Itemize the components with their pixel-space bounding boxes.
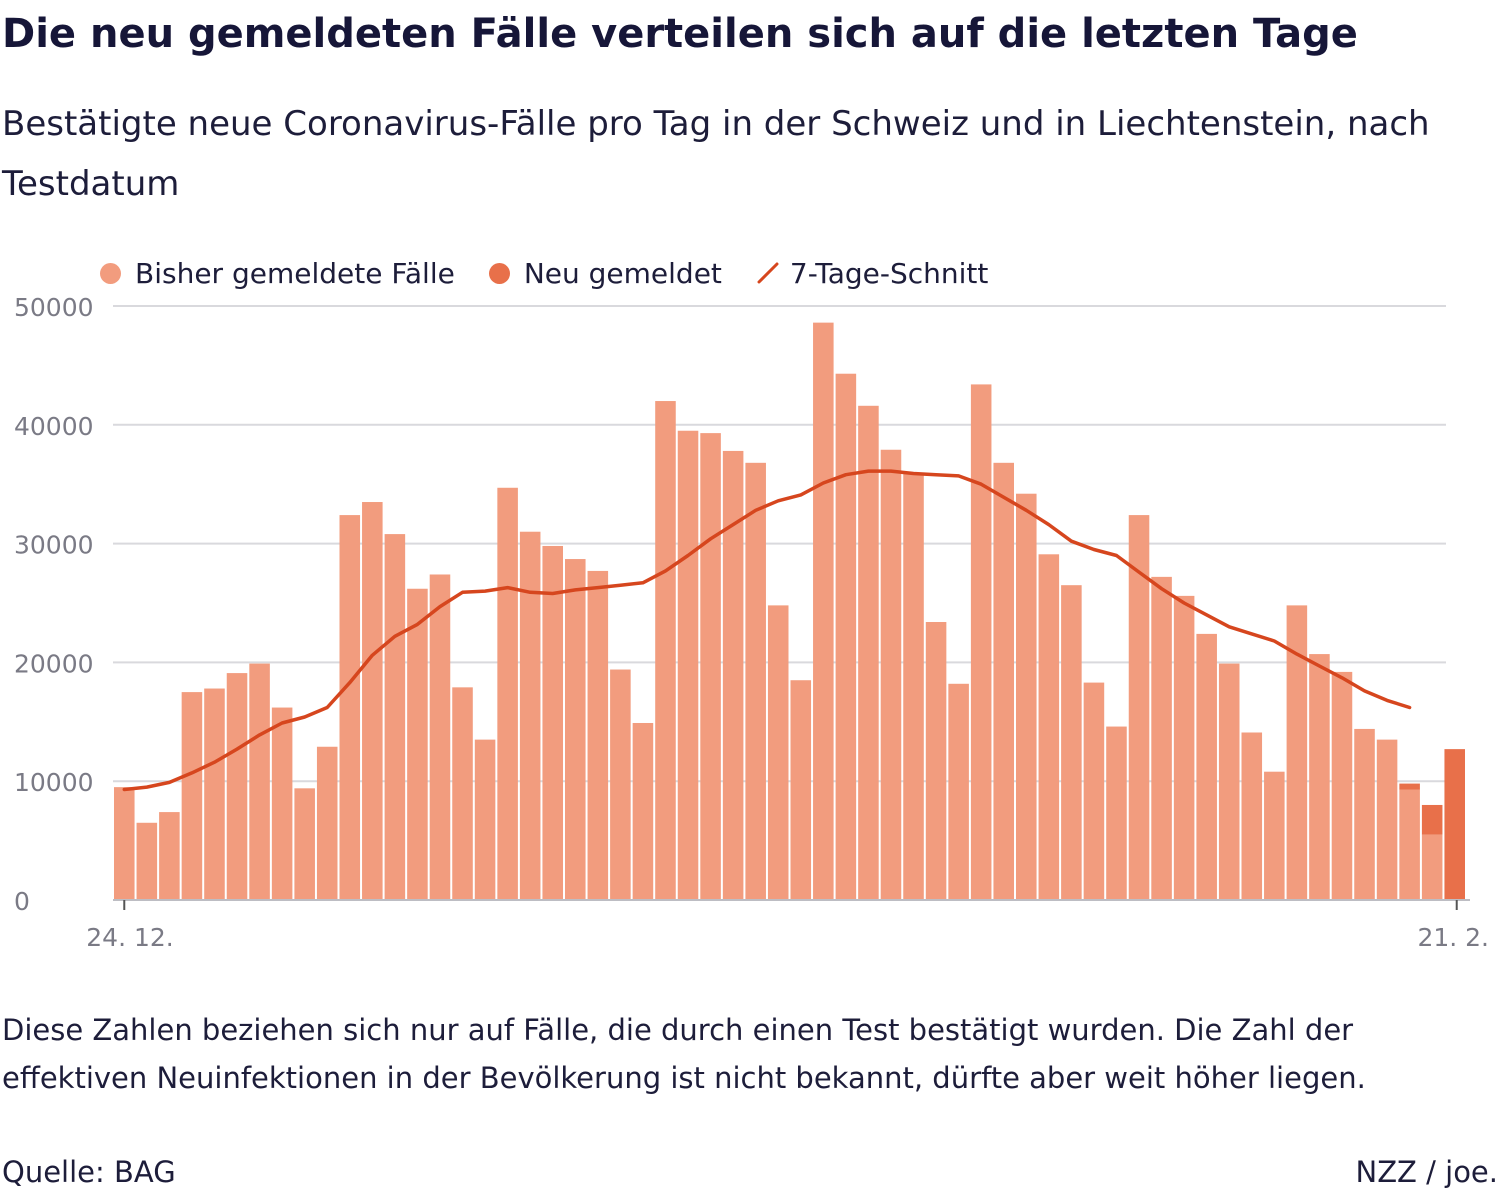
bar-reported: [1376, 739, 1398, 900]
bar-reported: [181, 692, 203, 900]
bar-reported: [204, 688, 225, 900]
bar-reported: [249, 663, 270, 900]
y-tick-label: 20000: [14, 649, 94, 678]
bar-reported: [542, 545, 563, 900]
bar-reported: [700, 433, 721, 900]
bar-reported: [271, 707, 293, 900]
bar-reported: [925, 622, 947, 900]
bar-reported: [474, 739, 496, 900]
bar-reported: [316, 746, 338, 900]
bar-reported: [1196, 633, 1217, 900]
bar-reported: [993, 462, 1014, 900]
bar-reported: [1173, 595, 1195, 900]
bar-reported: [1038, 554, 1060, 900]
bar-new: [1421, 804, 1443, 835]
credit-label: NZZ / joe.: [1355, 1155, 1499, 1189]
bar-reported: [565, 559, 586, 900]
bar-reported: [407, 588, 428, 900]
bar-reported: [948, 683, 969, 900]
bar-reported: [745, 462, 766, 900]
bar-reported: [497, 487, 518, 900]
bar-reported: [632, 722, 654, 900]
bar-reported: [136, 822, 158, 900]
bar-reported: [294, 788, 315, 900]
y-tick-label: 40000: [14, 412, 94, 441]
bar-reported: [767, 605, 789, 900]
bar-reported: [722, 450, 744, 900]
y-tick-label: 0: [14, 887, 30, 916]
x-tick-label-start: 24. 12.: [86, 923, 173, 952]
bar-reported: [1421, 834, 1443, 900]
bar-reported: [970, 384, 992, 901]
bar-reported: [1016, 493, 1037, 900]
bar-reported: [587, 570, 609, 900]
y-tick-label: 50000: [14, 293, 94, 322]
legend-label-new: Neu gemeldet: [523, 256, 722, 290]
bar-reported: [1061, 585, 1082, 900]
bar-reported: [1241, 732, 1263, 900]
bar-reported: [159, 812, 180, 900]
bar-reported: [1399, 789, 1420, 900]
bar-reported: [519, 531, 541, 900]
bar-reported: [677, 430, 699, 900]
bar-new: [1399, 783, 1420, 790]
reported-dot-icon: [100, 262, 121, 284]
bar-reported: [1286, 605, 1308, 900]
bar-reported: [813, 322, 834, 901]
x-tick-label-end: 21. 2.: [1417, 923, 1489, 952]
legend-label-avg: 7-Tage-Schnitt: [789, 256, 989, 290]
bar-reported: [1354, 728, 1375, 900]
bar-reported: [1218, 663, 1240, 900]
bar-reported: [1331, 671, 1353, 900]
bar-reported: [114, 787, 135, 900]
bar-reported: [339, 515, 361, 900]
y-tick-label: 10000: [14, 768, 94, 797]
y-tick-label: 30000: [14, 531, 94, 560]
bar-chart: 0 10000 20000 30000 40000 50000 24. 12. 21. 2.: [14, 293, 1489, 952]
bar-reported: [835, 373, 857, 900]
bar-reported: [1151, 576, 1172, 900]
bar-reported: [655, 401, 676, 900]
bar-reported: [452, 687, 473, 900]
bar-reported: [384, 534, 406, 900]
bar-reported: [790, 680, 812, 900]
bar-new: [1444, 749, 1465, 900]
legend: Bisher gemeldete Fälle Neu gemeldet 7-Ta…: [100, 252, 1022, 294]
legend-item-new: Neu gemeldet: [488, 256, 722, 290]
footnote: Diese Zahlen beziehen sich nur auf Fälle…: [2, 1013, 1366, 1095]
legend-item-reported: Bisher gemeldete Fälle: [100, 257, 455, 290]
bar-reported: [362, 502, 383, 900]
bar-reported: [226, 673, 248, 900]
bar-reported: [1106, 726, 1127, 900]
line-swatch-icon: [757, 262, 779, 284]
legend-label-reported: Bisher gemeldete Fälle: [135, 256, 455, 290]
bar-reported: [610, 669, 631, 900]
legend-item-avg: 7-Tage-Schnitt: [756, 257, 988, 290]
bar-reported: [1309, 654, 1330, 900]
bar-reported: [429, 574, 451, 900]
chart-title: Die neu gemeldeten Fälle verteilen sich …: [2, 11, 1358, 57]
source-label: Quelle: BAG: [2, 1155, 176, 1189]
avg-line: [122, 469, 1412, 792]
bar-reported: [1128, 515, 1150, 900]
bar-reported: [1264, 771, 1285, 900]
bar-reported: [1083, 682, 1105, 900]
bar-reported: [903, 473, 924, 900]
new-dot-icon: [488, 262, 510, 284]
bar-reported: [858, 405, 879, 900]
bar-reported: [880, 449, 902, 900]
chart-subtitle: Bestätigte neue Coronavirus-Fälle pro Ta…: [2, 104, 1430, 204]
